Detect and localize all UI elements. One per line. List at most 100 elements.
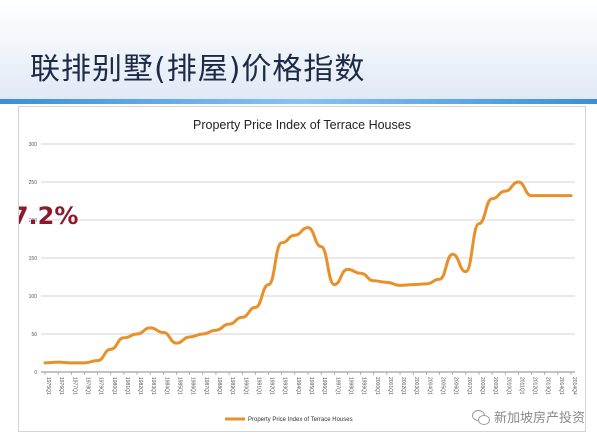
wechat-icon bbox=[471, 409, 490, 425]
data-point bbox=[201, 332, 205, 336]
slide-title: 联排别墅(排屋)价格指数 bbox=[30, 52, 366, 87]
data-point bbox=[438, 277, 441, 281]
data-point bbox=[346, 268, 349, 271]
y-tick-label: 300 bbox=[29, 142, 38, 148]
price-index-chart: Property Price Index of Terrace Houses 0… bbox=[19, 118, 577, 423]
x-tick-label: 1993Q1 bbox=[282, 377, 288, 395]
series-line bbox=[43, 180, 573, 365]
chart-panel: Property Price Index of Terrace Houses 0… bbox=[18, 106, 586, 432]
y-axis-ticks: 0 50 100 150 200 250 300 bbox=[29, 142, 38, 376]
x-tick-label: 1985Q1 bbox=[177, 377, 183, 395]
x-tick-label: 2012Q1 bbox=[532, 377, 538, 395]
data-point bbox=[135, 332, 139, 336]
x-tick-label: 1999Q1 bbox=[361, 377, 367, 395]
data-point bbox=[227, 322, 231, 326]
x-tick-label: 2000Q1 bbox=[374, 377, 380, 395]
x-tick-label: 1994Q1 bbox=[295, 377, 301, 395]
legend: Property Price Index of Terrace Houses bbox=[225, 417, 353, 423]
data-point bbox=[175, 341, 178, 345]
x-tick-label: 1976Q1 bbox=[58, 377, 64, 395]
data-point bbox=[280, 241, 284, 245]
x-tick-label: 2011Q1 bbox=[518, 377, 524, 395]
x-tick-label: 1982Q1 bbox=[137, 377, 143, 395]
x-tick-label: 2006Q1 bbox=[453, 377, 459, 395]
data-point bbox=[425, 282, 428, 286]
x-tick-label: 2010Q1 bbox=[505, 377, 511, 395]
y-tick-label: 150 bbox=[29, 256, 38, 262]
data-point bbox=[240, 315, 244, 319]
y-tick-label: 250 bbox=[29, 180, 38, 186]
x-tick-label: 2014Q4 bbox=[571, 377, 577, 395]
x-tick-label: 1992Q1 bbox=[269, 377, 275, 395]
data-point bbox=[543, 194, 546, 197]
x-tick-label: 1996Q1 bbox=[321, 377, 327, 395]
x-tick-label: 1983Q1 bbox=[150, 377, 156, 395]
data-point bbox=[293, 233, 297, 237]
x-tick-label: 2009Q1 bbox=[492, 377, 498, 395]
legend-label: Property Price Index of Terrace Houses bbox=[248, 417, 353, 423]
x-tick-label: 1981Q1 bbox=[124, 377, 130, 395]
x-tick-label: 1979Q1 bbox=[98, 377, 104, 395]
data-point bbox=[306, 226, 310, 229]
data-point bbox=[214, 328, 218, 332]
data-point bbox=[96, 359, 99, 362]
data-point bbox=[109, 347, 113, 351]
data-point bbox=[530, 194, 533, 197]
chart-title: Property Price Index of Terrace Houses bbox=[193, 118, 411, 132]
data-point bbox=[411, 283, 415, 286]
y-tick-label: 100 bbox=[29, 294, 38, 300]
x-tick-label: 2004Q1 bbox=[426, 377, 432, 395]
data-point bbox=[503, 189, 507, 193]
watermark-text: 新加坡房产投资 bbox=[493, 411, 585, 426]
x-tick-label: 1984Q1 bbox=[163, 377, 169, 395]
y-tick-label: 0 bbox=[34, 370, 37, 376]
series-layer bbox=[43, 180, 573, 365]
data-point bbox=[83, 361, 86, 365]
data-point bbox=[359, 271, 362, 275]
data-point bbox=[188, 335, 191, 339]
data-point bbox=[451, 252, 454, 256]
data-point bbox=[477, 222, 481, 226]
x-tick-label: 1995Q1 bbox=[308, 377, 314, 395]
y-tick-label: 200 bbox=[29, 218, 38, 224]
data-point bbox=[556, 194, 560, 197]
x-tick-label: 2001Q1 bbox=[387, 377, 393, 395]
x-tick-label: 1986Q1 bbox=[190, 377, 196, 395]
x-tick-label: 1987Q1 bbox=[203, 377, 209, 395]
x-tick-label: 1990Q1 bbox=[242, 377, 248, 395]
x-tick-label: 1998Q1 bbox=[347, 377, 353, 395]
grid-lines bbox=[41, 143, 575, 373]
x-tick-label: 2008Q1 bbox=[479, 377, 485, 395]
x-tick-label: 1977Q1 bbox=[71, 377, 77, 395]
annotation-layer: -7.2% bbox=[19, 201, 79, 230]
x-tick-label: 2002Q1 bbox=[400, 377, 406, 395]
slide-header: 联排别墅(排屋)价格指数 bbox=[0, 0, 597, 104]
x-axis-ticks: 1975Q1 1976Q1 1977Q1 1978Q1 1979Q1 1980Q1 1981… bbox=[44, 372, 577, 395]
data-point bbox=[122, 336, 126, 340]
x-tick-label: 2007Q1 bbox=[466, 377, 472, 395]
data-point bbox=[267, 283, 270, 286]
x-tick-label: 1980Q1 bbox=[111, 377, 117, 395]
data-point bbox=[70, 361, 73, 365]
data-point bbox=[517, 180, 520, 184]
x-tick-label: 1975Q1 bbox=[45, 377, 51, 395]
annotation-label: -7.2% bbox=[19, 202, 78, 230]
data-point bbox=[569, 194, 573, 197]
x-tick-label: 1988Q1 bbox=[216, 377, 222, 395]
x-tick-label: 1978Q1 bbox=[84, 377, 90, 395]
x-tick-label: 2003Q1 bbox=[413, 377, 419, 395]
data-point bbox=[372, 279, 376, 283]
x-tick-label: 2013Q1 bbox=[545, 377, 551, 395]
header-stripe bbox=[0, 99, 597, 104]
data-point bbox=[333, 283, 336, 286]
x-tick-label: 2014Q1 bbox=[558, 377, 564, 395]
data-point bbox=[254, 306, 257, 309]
x-tick-label: 1991Q1 bbox=[255, 377, 261, 395]
data-point bbox=[490, 197, 494, 201]
data-point bbox=[464, 270, 468, 273]
x-tick-label: 1989Q1 bbox=[229, 377, 235, 395]
data-point bbox=[319, 245, 323, 248]
data-point bbox=[56, 360, 60, 364]
x-tick-label: 2005Q1 bbox=[440, 377, 446, 395]
x-tick-label: 1997Q1 bbox=[334, 377, 340, 395]
